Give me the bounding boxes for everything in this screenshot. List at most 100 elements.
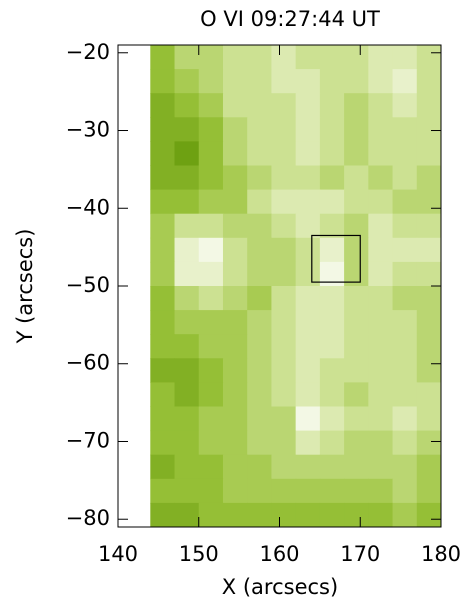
heatmap-cell xyxy=(271,69,297,94)
heatmap-cell xyxy=(247,454,272,480)
heatmap-cell xyxy=(198,213,224,239)
heatmap-cell xyxy=(295,237,321,263)
heatmap-cell xyxy=(319,117,345,142)
heatmap-cell xyxy=(271,382,297,407)
heatmap-cell xyxy=(174,261,200,287)
heatmap-cell xyxy=(344,165,369,191)
heatmap-cell xyxy=(392,261,418,287)
heatmap-cell xyxy=(416,382,442,407)
heatmap-cell xyxy=(368,237,394,263)
heatmap-cell xyxy=(319,478,345,504)
heatmap-cell xyxy=(198,165,224,191)
heatmap-cell xyxy=(222,117,248,142)
heatmap-cell xyxy=(416,358,442,383)
heatmap-cell xyxy=(247,93,272,118)
heatmap-cell xyxy=(319,93,345,118)
heatmap-cell xyxy=(392,165,418,191)
heatmap-cell xyxy=(247,478,272,504)
heatmap-cell xyxy=(271,93,297,118)
heatmap-cell xyxy=(368,382,394,407)
x-tick-label: 150 xyxy=(179,542,219,566)
heatmap-cell xyxy=(271,165,297,191)
heatmap-cell xyxy=(222,237,248,263)
heatmap-cell xyxy=(295,310,321,335)
heatmap-cell xyxy=(271,45,297,70)
heatmap-cell xyxy=(368,430,394,456)
heatmap-cell xyxy=(271,286,297,311)
heatmap-cell xyxy=(222,430,248,456)
heatmap-cell xyxy=(368,286,394,311)
heatmap-cell xyxy=(416,165,442,191)
y-axis-label: Y (arcsecs) xyxy=(13,229,37,345)
heatmap-cell xyxy=(271,502,297,528)
heatmap-cell xyxy=(271,358,297,383)
heatmap-cell xyxy=(247,117,272,142)
heatmap-cell xyxy=(319,310,345,335)
heatmap-cell xyxy=(295,93,321,118)
heatmap-cell xyxy=(247,358,272,383)
heatmap-cell xyxy=(344,382,369,407)
heatmap-cell xyxy=(198,141,224,166)
heatmap-cell xyxy=(150,334,176,359)
heatmap-cell xyxy=(247,237,272,263)
heatmap-cell xyxy=(319,261,345,287)
heatmap-cell xyxy=(344,213,369,239)
heatmap-cell xyxy=(222,141,248,166)
heatmap-cell xyxy=(271,406,297,432)
x-axis-label: X (arcsecs) xyxy=(222,575,338,599)
heatmap-cell xyxy=(150,382,176,407)
heatmap-cell xyxy=(247,69,272,94)
heatmap-cell xyxy=(392,430,418,456)
heatmap-cell xyxy=(319,237,345,263)
heatmap-cell xyxy=(416,237,442,263)
heatmap-cell xyxy=(416,310,442,335)
heatmap-cell xyxy=(295,358,321,383)
heatmap-cell xyxy=(392,406,418,432)
heatmap-cell xyxy=(247,502,272,528)
heatmap-cell xyxy=(392,334,418,359)
y-tick-label: −70 xyxy=(66,428,110,452)
heatmap-cell xyxy=(150,286,176,311)
heatmap-cell xyxy=(198,382,224,407)
heatmap-cell xyxy=(368,454,394,480)
heatmap-cell xyxy=(150,93,176,118)
heatmap-cell xyxy=(344,334,369,359)
heatmap-cell xyxy=(271,141,297,166)
heatmap-cell xyxy=(222,406,248,432)
heatmap-cell xyxy=(198,189,224,215)
heatmap-cell xyxy=(344,45,369,70)
heatmap-cell xyxy=(247,286,272,311)
heatmap-cell xyxy=(295,286,321,311)
heatmap-cell xyxy=(392,69,418,94)
heatmap-cell xyxy=(416,117,442,142)
heatmap-cell xyxy=(392,478,418,504)
heatmap-cell xyxy=(222,502,248,528)
heatmap-cell xyxy=(344,237,369,263)
heatmap-cell xyxy=(150,189,176,215)
heatmap-cell xyxy=(416,69,442,94)
heatmap-cell xyxy=(392,310,418,335)
heatmap-cell xyxy=(295,69,321,94)
heatmap-cell xyxy=(271,117,297,142)
heatmap-cell xyxy=(295,261,321,287)
x-tick-label: 180 xyxy=(421,542,461,566)
heatmap-cell xyxy=(198,69,224,94)
heatmap-cell xyxy=(392,237,418,263)
heatmap-cell xyxy=(295,406,321,432)
heatmap-cell xyxy=(344,93,369,118)
heatmap-cell xyxy=(198,117,224,142)
chart-title: O VI 09:27:44 UT xyxy=(200,7,380,31)
heatmap-cell xyxy=(319,430,345,456)
heatmap-cell xyxy=(150,478,176,504)
heatmap-cell xyxy=(198,261,224,287)
heatmap-cell xyxy=(319,165,345,191)
heatmap-cell xyxy=(247,189,272,215)
heatmap-cell xyxy=(198,502,224,528)
heatmap-cell xyxy=(344,406,369,432)
heatmap-cell xyxy=(416,454,442,480)
heatmap-cell xyxy=(392,502,418,528)
heatmap-cell xyxy=(368,189,394,215)
heatmap-cell xyxy=(247,141,272,166)
heatmap-cell xyxy=(295,213,321,239)
heatmap-cell xyxy=(150,406,176,432)
